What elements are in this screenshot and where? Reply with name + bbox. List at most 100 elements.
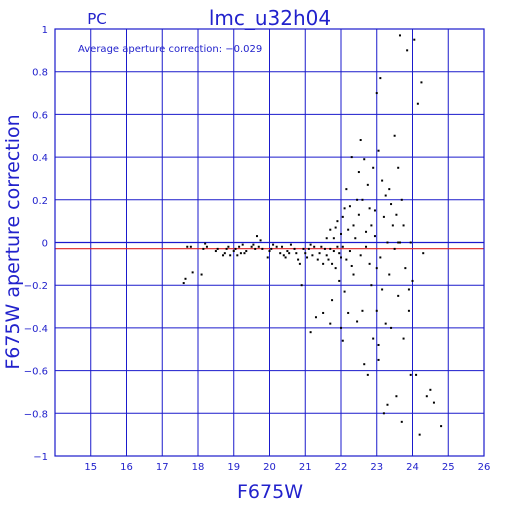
data-point [340, 232, 342, 235]
data-point [338, 279, 341, 282]
data-point [390, 203, 393, 206]
data-point [361, 309, 364, 312]
data-point [325, 237, 328, 240]
data-point [336, 220, 339, 223]
data-point [302, 247, 305, 250]
data-point [320, 245, 323, 248]
data-point [388, 273, 391, 276]
data-point [322, 311, 325, 314]
data-point [241, 243, 244, 246]
data-point [398, 34, 401, 37]
data-point [357, 213, 360, 216]
data-point [225, 247, 228, 250]
data-point [407, 288, 410, 291]
data-point [295, 252, 298, 255]
data-point [373, 209, 376, 212]
data-point [257, 245, 260, 248]
data-point [395, 213, 398, 216]
data-point [306, 256, 309, 259]
data-point [331, 299, 334, 302]
x-tick-label: 19 [227, 462, 240, 473]
data-point [341, 339, 344, 342]
data-point [255, 235, 258, 238]
data-point [347, 311, 350, 314]
data-point [370, 224, 373, 227]
data-point [366, 373, 369, 376]
data-point [388, 188, 391, 191]
data-point [373, 235, 376, 238]
data-point [350, 264, 353, 267]
data-point [415, 373, 418, 376]
data-point [386, 403, 389, 406]
data-point [243, 252, 246, 255]
header-left-label: PC [87, 10, 107, 28]
data-point [329, 228, 332, 231]
data-points [182, 34, 443, 436]
data-point [334, 226, 337, 229]
data-point [268, 250, 271, 253]
y-tick-label: 0.4 [32, 153, 48, 164]
y-tick-label: 0.8 [32, 68, 48, 79]
data-point [300, 284, 303, 287]
x-tick-label: 23 [370, 462, 383, 473]
data-point [422, 252, 425, 255]
data-point [272, 243, 275, 246]
data-point [252, 243, 255, 246]
data-point [327, 258, 330, 261]
x-tick-label: 17 [156, 462, 169, 473]
data-point [309, 243, 312, 246]
data-point [375, 92, 378, 95]
data-point [245, 250, 248, 253]
data-point [363, 158, 366, 161]
data-point [347, 228, 350, 231]
y-tick-label: −0.2 [24, 281, 48, 292]
data-point [182, 282, 185, 285]
data-point [375, 267, 378, 270]
x-tick-label: 26 [478, 462, 491, 473]
data-point [377, 343, 380, 346]
data-point [377, 149, 380, 152]
data-point [202, 247, 205, 250]
data-point [236, 254, 239, 257]
y-tick-label: 0.2 [32, 196, 48, 207]
data-point [293, 247, 296, 250]
data-point [413, 38, 416, 41]
data-point [304, 252, 307, 255]
data-point [348, 205, 351, 208]
data-point [336, 245, 339, 248]
x-tick-label: 25 [442, 462, 455, 473]
data-point [318, 252, 321, 255]
y-tick-label: 0.6 [32, 110, 48, 121]
data-point [402, 337, 405, 340]
data-point [189, 245, 192, 248]
data-point [391, 224, 394, 227]
data-point [348, 250, 351, 253]
data-point [282, 254, 285, 257]
data-point [227, 245, 230, 248]
data-point [329, 322, 332, 325]
data-point [352, 273, 355, 276]
data-point [284, 256, 287, 259]
data-point [386, 241, 389, 244]
data-point [340, 326, 342, 329]
data-point [259, 239, 262, 242]
y-tick-label: −1 [33, 452, 48, 463]
data-point [200, 273, 203, 276]
data-point [204, 242, 207, 245]
data-point [261, 247, 264, 250]
data-point [359, 139, 362, 142]
y-axis-label: F675W aperture correction [2, 114, 24, 369]
data-point [411, 279, 414, 282]
data-point [332, 237, 335, 240]
y-tick-label: −0.4 [24, 324, 48, 335]
data-point [216, 247, 219, 250]
data-point [214, 250, 217, 253]
data-point [325, 254, 328, 257]
data-point [440, 425, 443, 428]
data-point [266, 256, 269, 259]
data-point [313, 245, 316, 248]
data-point [184, 277, 187, 280]
data-point [298, 262, 301, 265]
data-point [381, 179, 384, 182]
data-point [432, 401, 435, 404]
